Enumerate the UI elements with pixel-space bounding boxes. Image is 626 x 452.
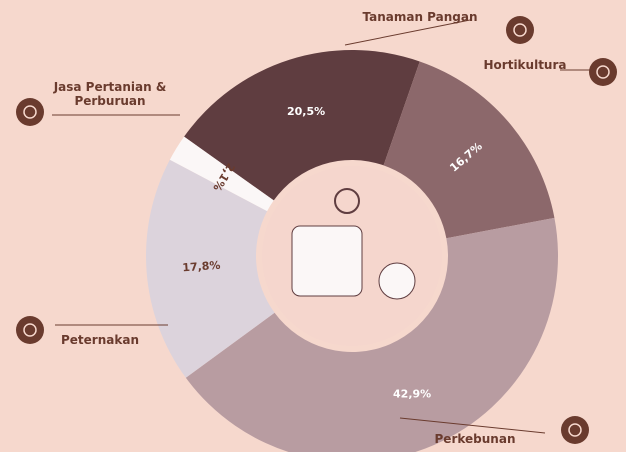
donut-slice <box>169 136 274 212</box>
donut-slice <box>145 159 275 378</box>
icon-glyph <box>23 323 37 337</box>
icon-glyph <box>596 65 610 79</box>
category-icon <box>16 316 44 344</box>
category-label: Perkebunan <box>434 432 516 446</box>
category-label: Jasa Pertanian & Perburuan <box>53 80 167 108</box>
donut-slice <box>184 50 420 201</box>
category-icon <box>16 98 44 126</box>
illustration <box>378 262 416 300</box>
category-icon <box>589 58 617 86</box>
category-label: Tanaman Pangan <box>362 10 478 24</box>
donut-slice <box>383 61 555 239</box>
illustration <box>291 225 363 297</box>
value-label: 17,8% <box>182 259 221 275</box>
value-label: 42,9% <box>393 388 431 401</box>
category-icon <box>506 16 534 44</box>
illustration <box>334 188 360 214</box>
value-label: 20,5% <box>287 105 325 118</box>
icon-glyph <box>23 105 37 119</box>
leader-line <box>344 19 471 46</box>
leader-line <box>399 417 546 434</box>
icon-glyph <box>568 423 582 437</box>
category-label: Hortikultura <box>483 58 567 72</box>
icon-glyph <box>513 23 527 37</box>
category-icon <box>561 416 589 444</box>
category-label: Peternakan <box>61 333 139 347</box>
donut-slice <box>185 217 558 452</box>
